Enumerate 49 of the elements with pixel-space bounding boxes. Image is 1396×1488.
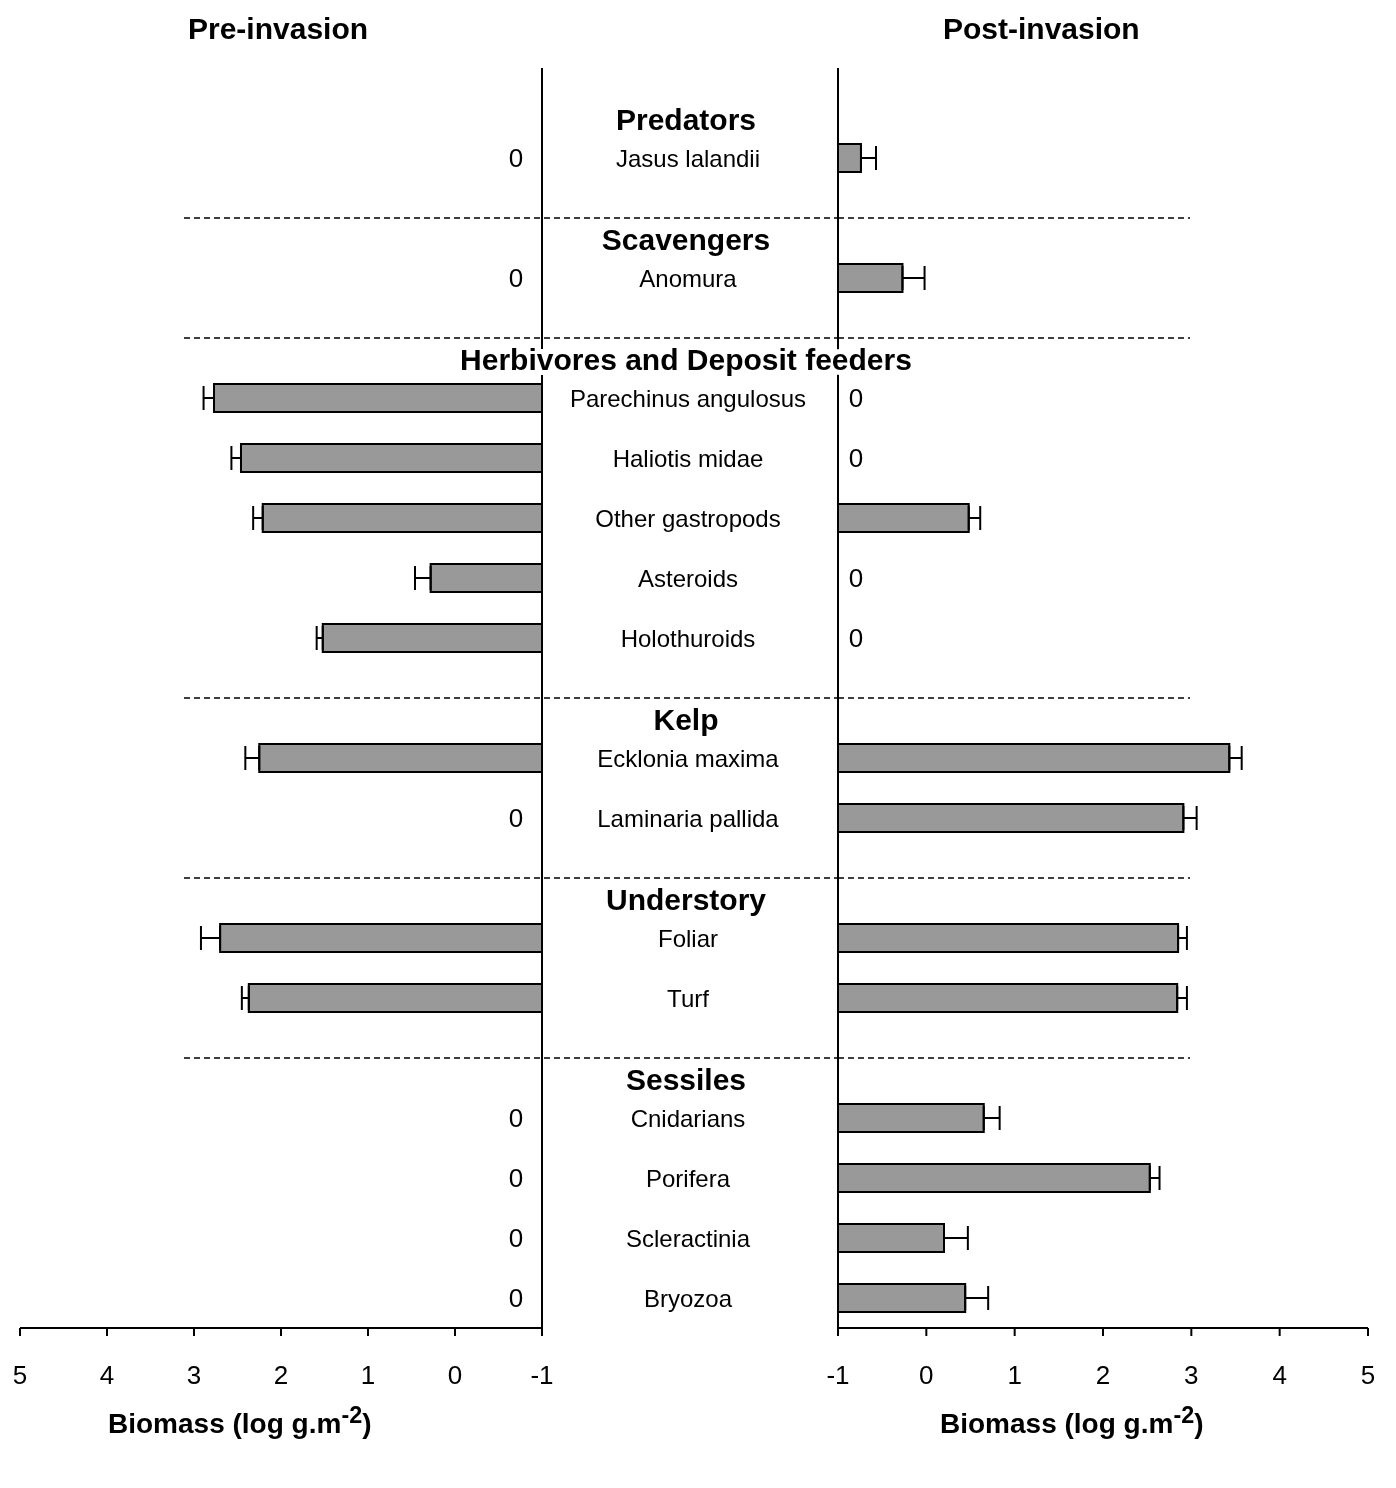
x-tick-label: -1	[530, 1360, 554, 1391]
text: 0	[508, 263, 524, 293]
text: 0	[508, 1283, 524, 1313]
y-tick-label: Porifera	[645, 1165, 731, 1192]
x-tick-label: 5	[1360, 1360, 1376, 1391]
y-tick-label: Scavengers	[601, 222, 771, 256]
x-tick-label: 4	[99, 1360, 115, 1391]
x-tick-label: 4	[1272, 1360, 1287, 1391]
text: 0	[508, 803, 524, 833]
chart-title: Post-invasion	[943, 12, 1140, 46]
text: 0	[508, 1223, 524, 1253]
y-tick-label: Anomura	[639, 265, 738, 292]
x-tick-label: 5	[12, 1360, 28, 1391]
y-tick-label: Jasus lalandii	[615, 145, 761, 172]
y-tick-label: Understory	[605, 882, 767, 916]
y-tick-label: Predators	[615, 102, 757, 136]
y-tick-label: Other gastropods	[595, 505, 781, 532]
x-tick-label: 1	[1007, 1360, 1022, 1391]
x-tick-label: 0	[919, 1360, 934, 1391]
y-tick-label: Foliar	[657, 925, 719, 952]
text: 0	[848, 623, 864, 653]
text: 0	[848, 563, 864, 593]
x-axis-title: Biomass (log g.m$^{-2}$)	[940, 1402, 1204, 1441]
x-tick-label: -1	[826, 1360, 850, 1391]
y-tick-label: Haliotis midae	[612, 445, 764, 472]
x-tick-label: 3	[1184, 1360, 1199, 1391]
y-tick-label: Parechinus angulosus	[569, 385, 807, 412]
text: 0	[508, 1163, 524, 1193]
y-tick-label: Cnidarians	[630, 1105, 746, 1132]
chart-title: Pre-invasion	[188, 12, 369, 46]
text: 0	[508, 1103, 524, 1133]
y-tick-label: Bryozoa	[643, 1285, 733, 1312]
y-tick-label: Sessiles	[625, 1062, 747, 1096]
x-tick-label: 0	[447, 1360, 463, 1391]
x-axis-title: Biomass (log g.m$^{-2}$)	[108, 1402, 372, 1441]
y-tick-label: Holothuroids	[620, 625, 756, 652]
text: 0	[508, 143, 524, 173]
y-tick-label: Turf	[667, 985, 710, 1012]
y-tick-label: Asteroids	[637, 565, 739, 592]
y-tick-label: Ecklonia maxima	[597, 745, 780, 772]
x-tick-label: 3	[186, 1360, 202, 1391]
y-tick-label: Scleractinia	[625, 1225, 751, 1252]
text: 0	[848, 383, 864, 413]
y-tick-label: Kelp	[653, 702, 719, 736]
x-tick-label: 1	[360, 1360, 376, 1391]
x-tick-label: 2	[1095, 1360, 1111, 1391]
text: 0	[848, 443, 864, 473]
x-tick-label: 2	[273, 1360, 289, 1391]
y-tick-label: Laminaria pallida	[597, 805, 780, 832]
